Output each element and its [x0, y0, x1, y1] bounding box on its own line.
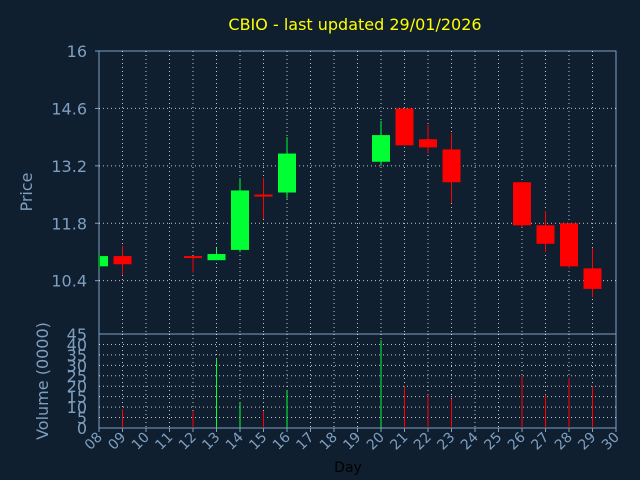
- volume-tick-label: 40: [67, 335, 87, 354]
- candle-body: [395, 108, 414, 146]
- price-tick-label: 11.8: [51, 214, 87, 233]
- candle-body: [419, 139, 437, 148]
- candle-body: [231, 190, 249, 250]
- price-tick-label: 10.4: [51, 272, 87, 291]
- candlestick-series: [98, 108, 602, 298]
- day-axis-ticks: 08 09 10 11 12 13 14 15 16 17 18 19 20 21 22 23 24 25 26 27…: [82, 428, 623, 453]
- volume-tick-label: 20: [67, 377, 87, 396]
- price-tick-label: 16: [67, 42, 87, 61]
- candle-body: [254, 194, 273, 197]
- day-axis-label: Day: [334, 460, 362, 476]
- volume-tick-label: 25: [67, 367, 87, 386]
- price-axis-ticks: 16 14.6 13.2 11.8 10.4: [51, 42, 99, 291]
- volume-axis-label: Volume (0000): [33, 322, 52, 440]
- price-tick-label: 13.2: [51, 157, 87, 176]
- candle-body: [100, 256, 108, 267]
- price-axis-label: Price: [17, 172, 36, 211]
- price-tick-label: 14.6: [51, 99, 87, 118]
- candle-body: [372, 135, 390, 162]
- candle-body: [536, 225, 555, 244]
- volume-tick-label: 10: [67, 398, 87, 417]
- candle-body: [442, 149, 461, 183]
- volume-tick-label: 5: [77, 409, 87, 428]
- candle-body: [207, 254, 226, 261]
- candle-body: [184, 256, 202, 259]
- volume-tick-label: 0: [77, 419, 87, 438]
- chart-title: CBIO - last updated 29/01/2026: [228, 15, 481, 34]
- volume-tick-label: 35: [67, 346, 87, 365]
- volume-tick-label: 30: [67, 356, 87, 375]
- candle-body: [583, 268, 602, 289]
- volume-tick-label: 45: [67, 325, 87, 344]
- volume-tick-label: 15: [67, 388, 87, 407]
- candle-body: [560, 223, 578, 267]
- candle-body: [278, 153, 296, 193]
- volume-bar-series: [122, 340, 593, 428]
- candle-body: [513, 182, 531, 226]
- candle-body: [113, 256, 132, 265]
